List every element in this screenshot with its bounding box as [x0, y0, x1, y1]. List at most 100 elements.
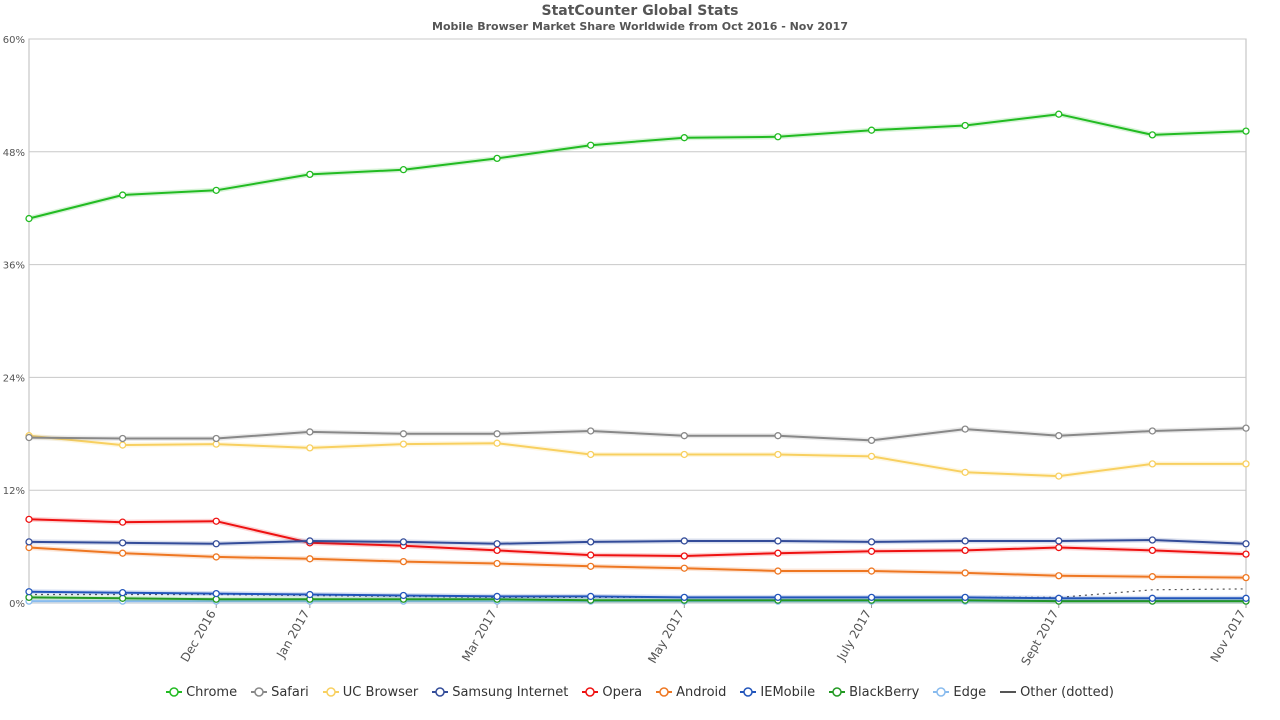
point-chrome [399, 166, 408, 174]
point-opera [118, 518, 127, 526]
point-samsung-internet [306, 537, 314, 545]
legend-item-uc-browser[interactable]: UC Browser [322, 684, 419, 700]
x-tick-label: July 2017 [834, 608, 875, 664]
point-safari [774, 432, 782, 440]
point-uc-browser [306, 444, 314, 452]
point-samsung-internet [680, 537, 688, 545]
point-android [961, 569, 969, 577]
x-tick-label: Nov 2017 [1208, 608, 1249, 665]
point-uc-browser [493, 439, 501, 447]
point-iemobile [118, 589, 127, 597]
point-samsung-internet [212, 540, 220, 548]
point-android [867, 567, 876, 575]
point-uc-browser [774, 450, 782, 459]
point-safari [867, 436, 876, 445]
point-uc-browser [961, 468, 969, 476]
point-opera [867, 547, 876, 555]
point-android [1055, 572, 1063, 580]
legend-item-samsung-internet[interactable]: Samsung Internet [432, 685, 568, 700]
legend-item-edge[interactable]: Edge [933, 685, 986, 700]
x-tick-label: Jan 2017 [273, 608, 312, 662]
legend-item-iemobile[interactable]: IEMobile [740, 685, 815, 700]
legend-item-blackberry[interactable]: BlackBerry [829, 685, 919, 700]
series-glow-chrome [28, 111, 1247, 221]
point-chrome [118, 191, 127, 199]
legend-swatch-chrome [166, 687, 183, 697]
point-chrome [25, 214, 33, 223]
point-android [399, 557, 408, 566]
x-tick-label: Dec 2016 [178, 608, 219, 665]
point-samsung-internet [1055, 537, 1063, 545]
x-tick-label: May 2017 [645, 608, 687, 666]
legend-item-android[interactable]: Android [656, 685, 726, 700]
legend-item-safari[interactable]: Safari [251, 685, 309, 700]
point-chrome [680, 134, 688, 142]
point-iemobile [1148, 594, 1157, 602]
point-samsung-internet [25, 538, 33, 546]
x-tick-label: Sept 2017 [1018, 608, 1061, 668]
point-safari [587, 427, 595, 435]
legend-label-edge: Edge [953, 684, 987, 700]
point-android [774, 567, 782, 575]
legend-swatch-iemobile [740, 687, 757, 697]
point-opera [680, 552, 688, 560]
x-tick-label: Mar 2017 [459, 608, 500, 664]
point-opera [1148, 546, 1157, 555]
series-line-opera [28, 518, 1247, 557]
point-android [587, 562, 595, 570]
legend-item-opera[interactable]: Opera [582, 685, 642, 700]
point-samsung-internet [1242, 540, 1250, 548]
series-line-samsung-internet [28, 539, 1247, 545]
point-chrome [1148, 131, 1157, 139]
point-chrome [587, 141, 595, 149]
point-uc-browser [867, 452, 876, 461]
legend-label-chrome: Chrome [186, 684, 238, 700]
legend-label-opera: Opera [602, 684, 643, 700]
series-glow-uc-browser [28, 433, 1246, 479]
point-samsung-internet [774, 537, 782, 545]
point-iemobile [587, 592, 595, 601]
legend-label-uc-browser: UC Browser [342, 684, 419, 700]
legend-label-other-dotted: Other (dotted) [1020, 684, 1114, 700]
point-chrome [961, 121, 969, 130]
point-opera [1242, 550, 1250, 558]
series-line-chrome [28, 113, 1247, 220]
point-iemobile [867, 593, 876, 602]
point-chrome [212, 186, 220, 194]
series-line-iemobile [28, 590, 1246, 600]
legend-swatch-other-dotted [1000, 691, 1017, 693]
y-tick-label: 0% [9, 599, 25, 610]
point-chrome [493, 154, 501, 163]
legend-item-chrome[interactable]: Chrome [166, 685, 237, 700]
point-iemobile [961, 593, 969, 602]
point-chrome [1242, 127, 1250, 135]
point-iemobile [25, 588, 33, 596]
point-iemobile [493, 592, 501, 601]
point-safari [1242, 424, 1250, 432]
point-safari [1055, 432, 1063, 440]
point-uc-browser [1242, 460, 1250, 468]
point-safari [1148, 427, 1157, 435]
legend-swatch-android [656, 687, 673, 697]
point-chrome [774, 133, 782, 141]
legend-item-other-dotted[interactable]: Other (dotted) [1000, 685, 1114, 700]
legend-label-samsung-internet: Samsung Internet [452, 684, 569, 700]
point-android [1148, 573, 1157, 581]
point-iemobile [1055, 594, 1063, 602]
legend-swatch-opera [582, 687, 599, 697]
legend-label-android: Android [676, 684, 727, 700]
series-glow-android [28, 545, 1247, 581]
point-uc-browser [1148, 460, 1157, 468]
y-tick-label: 48% [3, 148, 25, 159]
legend-swatch-edge [933, 687, 950, 697]
point-opera [212, 517, 220, 525]
point-safari [961, 425, 969, 433]
point-safari [25, 433, 33, 442]
legend-label-blackberry: BlackBerry [849, 684, 920, 700]
point-android [493, 559, 501, 568]
point-opera [961, 546, 969, 555]
point-uc-browser [587, 450, 595, 459]
y-tick-label: 36% [3, 261, 25, 272]
point-opera [25, 515, 33, 523]
point-android [1242, 573, 1250, 582]
